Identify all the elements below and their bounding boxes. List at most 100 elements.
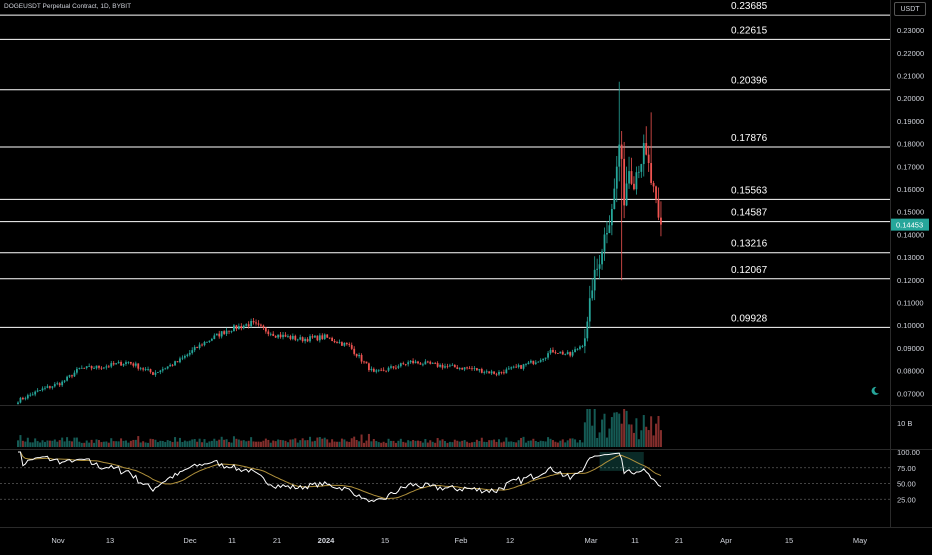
volume-bar bbox=[348, 441, 351, 447]
volume-bar bbox=[274, 441, 277, 447]
volume-bar bbox=[269, 442, 272, 447]
volume-bar bbox=[257, 441, 260, 447]
volume-bar bbox=[620, 423, 623, 447]
volume-bar bbox=[623, 409, 626, 447]
volume-bar bbox=[63, 441, 66, 447]
candle-body bbox=[498, 371, 500, 375]
volume-bar bbox=[443, 441, 446, 447]
volume-bar bbox=[466, 441, 469, 447]
volume-bar bbox=[350, 438, 353, 447]
candle-body bbox=[142, 368, 145, 370]
candle-body bbox=[102, 367, 105, 369]
volume-bar bbox=[215, 440, 218, 447]
volume-bar bbox=[539, 440, 542, 447]
candle-body bbox=[588, 298, 591, 322]
candle-body bbox=[318, 335, 321, 341]
candle-body bbox=[112, 363, 115, 365]
last-price-label: 0.14453 bbox=[896, 221, 923, 230]
volume-bar bbox=[524, 442, 527, 447]
candle-body bbox=[652, 182, 655, 187]
candle-body bbox=[564, 354, 567, 355]
candle-body bbox=[380, 369, 383, 371]
candle-body bbox=[338, 342, 341, 344]
candle-body bbox=[279, 334, 282, 338]
candle-body bbox=[525, 364, 527, 365]
volume-bar bbox=[392, 440, 395, 447]
volume-bar bbox=[421, 442, 424, 447]
volume-bar bbox=[385, 442, 388, 447]
volume-bar bbox=[43, 441, 46, 447]
volume-bar bbox=[642, 415, 645, 447]
candle-body bbox=[201, 344, 203, 346]
volume-bar bbox=[272, 440, 275, 447]
candle-body bbox=[245, 324, 248, 326]
volume-bar bbox=[605, 437, 608, 447]
candle-body bbox=[61, 381, 64, 386]
candle-body bbox=[414, 361, 417, 364]
volume-bar bbox=[613, 412, 616, 447]
volume-bar bbox=[147, 442, 150, 447]
candle-body bbox=[574, 349, 576, 353]
rsi-axis-label: 100.00 bbox=[897, 448, 920, 457]
candle-body bbox=[186, 354, 189, 356]
time-axis-label: Apr bbox=[720, 536, 732, 545]
candle-body bbox=[233, 325, 235, 332]
candle-body bbox=[203, 342, 206, 346]
rsi-axis-label: 25.00 bbox=[897, 495, 916, 504]
candle-body bbox=[390, 366, 392, 368]
candle-body bbox=[272, 333, 275, 336]
volume-bar bbox=[461, 440, 464, 447]
volume-bar bbox=[169, 440, 172, 447]
volume-bar bbox=[306, 440, 309, 447]
candle-body bbox=[215, 333, 218, 336]
volume-bar bbox=[483, 441, 486, 447]
candle-body bbox=[444, 366, 446, 368]
volume-bar bbox=[431, 441, 434, 447]
candle-body bbox=[134, 363, 137, 366]
time-axis-label: 11 bbox=[631, 536, 639, 545]
volume-bar bbox=[502, 441, 505, 447]
moon-icon[interactable] bbox=[870, 386, 880, 396]
candle-body bbox=[117, 362, 120, 364]
volume-bar bbox=[566, 440, 569, 447]
volume-bar bbox=[70, 441, 73, 447]
volume-bar bbox=[556, 442, 559, 447]
candle-body bbox=[642, 143, 645, 165]
candle-body bbox=[88, 366, 91, 367]
candle-body bbox=[458, 367, 461, 369]
candle-body bbox=[24, 398, 27, 400]
candle-body bbox=[242, 325, 245, 329]
candle-body bbox=[289, 336, 292, 339]
volume-bar bbox=[520, 437, 523, 447]
candle-body bbox=[198, 344, 201, 349]
volume-bar bbox=[561, 439, 564, 447]
volume-bar bbox=[51, 440, 54, 447]
candle-body bbox=[247, 324, 250, 327]
candle-body bbox=[314, 335, 316, 338]
time-axis-label: 21 bbox=[675, 536, 683, 545]
volume-bar bbox=[36, 441, 39, 447]
currency-button[interactable]: USDT bbox=[894, 2, 926, 16]
volume-bar bbox=[655, 423, 658, 447]
candle-body bbox=[628, 171, 630, 184]
candle-body bbox=[98, 365, 100, 368]
candle-body bbox=[422, 364, 424, 366]
volume-bar bbox=[198, 438, 201, 447]
candle-body bbox=[85, 366, 88, 369]
candle-body bbox=[213, 335, 216, 339]
candle-body bbox=[127, 361, 130, 363]
price-axis-label: 0.13000 bbox=[897, 253, 924, 262]
candle-body bbox=[58, 383, 61, 386]
last-price-tag bbox=[891, 218, 929, 231]
volume-bar bbox=[311, 441, 314, 447]
volume-bar bbox=[122, 440, 125, 447]
volume-bar bbox=[171, 442, 174, 447]
volume-bar bbox=[176, 441, 179, 447]
candle-body bbox=[309, 336, 311, 342]
volume-bar bbox=[377, 442, 380, 447]
candle-body bbox=[294, 335, 297, 340]
volume-bar bbox=[571, 438, 574, 447]
volume-bar bbox=[164, 441, 167, 447]
